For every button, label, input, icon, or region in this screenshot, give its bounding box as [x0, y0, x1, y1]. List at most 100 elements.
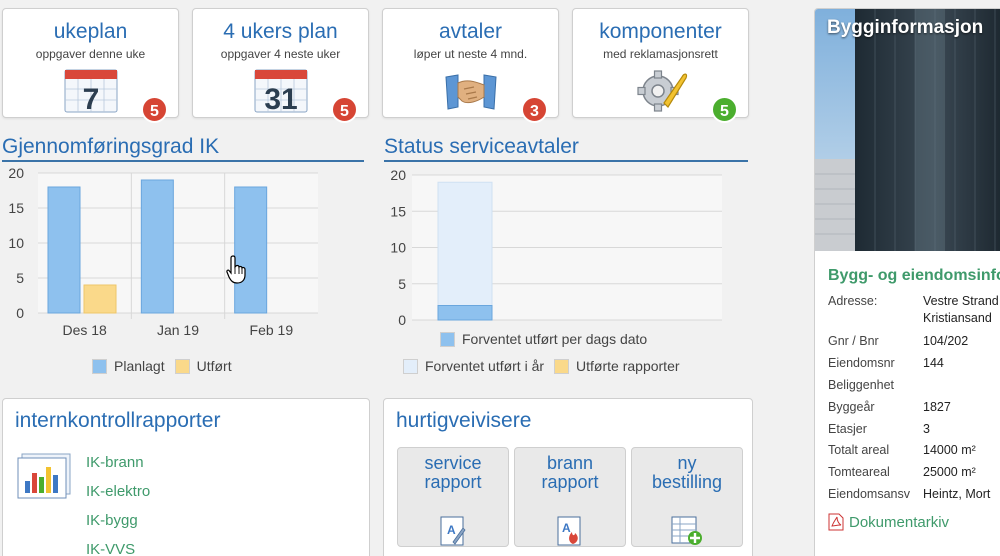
- y-tick-label: 5: [398, 276, 406, 292]
- shortcut-ny-bestilling[interactable]: ny bestilling: [631, 447, 743, 547]
- hand-cursor-icon: [226, 255, 246, 284]
- section-title-gjennomforing: Gjennomføringsgrad IK: [2, 134, 364, 162]
- calendar-day-text: 31: [264, 83, 297, 113]
- chart-status: 0 5 10 15 20: [390, 167, 722, 328]
- calendar-31-icon: 31: [254, 69, 307, 113]
- tile-title: avtaler: [438, 20, 503, 43]
- legend-swatch: [440, 331, 455, 347]
- info-value: 1827: [923, 400, 951, 414]
- info-key: Etasjer: [828, 422, 867, 436]
- legend-item-utforte-rapporter: Utførte rapporter: [554, 358, 680, 374]
- shortcut-line2: rapport: [541, 472, 599, 492]
- ik-panel-title: internkontrollrapporter: [15, 409, 221, 432]
- legend-item-forventet-dato: Forventet utført per dags dato: [440, 331, 647, 347]
- legend-item-planlagt: Planlagt: [92, 358, 165, 374]
- info-key: Totalt areal: [828, 443, 890, 457]
- building-panel: Bygginformasjon Bygg- og eiendomsinfo Ad…: [814, 8, 1000, 556]
- gear-wrench-icon: [636, 70, 687, 112]
- section-title-status: Status serviceavtaler: [384, 134, 748, 162]
- y-tick-label: 0: [16, 305, 24, 321]
- info-key: Gnr / Bnr: [828, 334, 879, 348]
- ik-link-vvs[interactable]: IK-VVS: [86, 541, 136, 556]
- y-tick-label: 10: [390, 240, 406, 256]
- bar-planlagt: [140, 179, 174, 314]
- info-key: Tomteareal: [828, 465, 890, 479]
- building-photo: [815, 9, 1000, 251]
- ik-link-bygg[interactable]: IK-bygg: [86, 512, 138, 529]
- info-key: Eiendomsnr: [828, 356, 895, 370]
- y-tick-label: 15: [390, 203, 406, 219]
- chart1-legend: Planlagt Utført: [92, 358, 242, 374]
- shortcut-brann-rapport[interactable]: brann rapport A: [514, 447, 626, 547]
- shortcut-line2: rapport: [424, 472, 482, 492]
- y-tick-label: 5: [16, 270, 24, 286]
- legend-label: Utførte rapporter: [576, 358, 680, 374]
- shortcut-label: ny bestilling: [632, 454, 742, 492]
- tile-title: ukeplan: [53, 20, 128, 43]
- info-value: 25000 m²: [923, 465, 976, 479]
- dokumentarkiv-link[interactable]: Dokumentarkiv: [828, 513, 949, 531]
- tile-badge: 3: [521, 96, 548, 123]
- y-tick-label: 0: [398, 312, 406, 328]
- tile-title: komponenter: [599, 20, 722, 43]
- tile-badge: 5: [331, 96, 358, 123]
- tile-ukeplan[interactable]: ukeplan oppgaver denne uke 7 5: [2, 8, 179, 123]
- building-panel-title: Bygginformasjon: [827, 17, 984, 38]
- y-tick-label: 20: [8, 165, 24, 181]
- bar-planlagt: [47, 186, 81, 314]
- legend-swatch: [554, 358, 570, 374]
- tile-badge: 5: [141, 96, 168, 123]
- tile-badge: 5: [711, 96, 738, 123]
- dokumentarkiv-label: Dokumentarkiv: [849, 513, 950, 531]
- calendar-day-text: 7: [82, 83, 99, 113]
- legend-item-utfort: Utført: [174, 358, 232, 374]
- tile-4-ukers-plan[interactable]: 4 ukers plan oppgaver 4 neste uker 31 5: [192, 8, 369, 123]
- legend-label: Forventet utført i år: [425, 358, 545, 374]
- shortcut-label: brann rapport: [515, 454, 625, 492]
- report-chart-icon: [17, 453, 71, 499]
- tile-komponenter[interactable]: komponenter med reklamasjonsrett 5: [572, 8, 749, 123]
- document-edit-icon: A: [440, 516, 466, 546]
- ik-link-elektro[interactable]: IK-elektro: [86, 483, 151, 500]
- info-value: Heintz, Mort: [923, 487, 991, 501]
- bar-series-0: [437, 305, 493, 321]
- ik-link-brann[interactable]: IK-brann: [86, 454, 144, 471]
- shortcuts-panel-title: hurtigveivisere: [396, 409, 532, 432]
- legend-swatch: [174, 358, 190, 374]
- tile-subtitle: oppgaver 4 neste uker: [220, 47, 341, 61]
- svg-text:A: A: [562, 521, 571, 535]
- document-fire-icon: A: [557, 516, 581, 546]
- y-tick-label: 10: [8, 235, 24, 251]
- info-value: 14000 m²: [923, 443, 976, 457]
- svg-text:A: A: [447, 523, 456, 537]
- info-key: Eiendomsansv: [828, 487, 910, 501]
- x-tick-label: Des 18: [62, 322, 107, 338]
- pdf-icon: [828, 513, 844, 531]
- legend-label: Planlagt: [114, 358, 165, 374]
- ik-panel: internkontrollrapporter IK-brann IK-elek…: [2, 398, 370, 556]
- shortcut-line2: bestilling: [651, 472, 723, 492]
- info-key: Beliggenhet: [828, 378, 895, 392]
- tile-subtitle: oppgaver denne uke: [35, 47, 146, 61]
- tile-avtaler[interactable]: avtaler løper ut neste 4 mnd. 3: [382, 8, 559, 123]
- tile-subtitle: løper ut neste 4 mnd.: [413, 47, 528, 61]
- info-value: 144: [923, 356, 944, 370]
- tile-title: 4 ukers plan: [223, 20, 338, 43]
- legend-item-forventet-aar: Forventet utført i år: [403, 358, 544, 374]
- shortcut-service-rapport[interactable]: service rapport A: [397, 447, 509, 547]
- chart-gjennomforing: 0 5 10 15 20 Des 18 Jan 19 Feb 19: [8, 165, 318, 338]
- calendar-7-icon: 7: [64, 69, 117, 113]
- legend-label: Forventet utført per dags dato: [462, 331, 648, 347]
- shortcut-line1: service: [424, 453, 482, 473]
- x-tick-label: Jan 19: [157, 322, 199, 338]
- tile-subtitle: med reklamasjonsrett: [603, 47, 718, 61]
- building-info-title: Bygg- og eiendomsinfo: [828, 267, 1000, 284]
- bar-planlagt: [234, 186, 268, 314]
- bar-series-1: [437, 181, 493, 321]
- legend-label: Utført: [196, 358, 232, 374]
- y-tick-label: 20: [390, 167, 406, 183]
- y-tick-label: 15: [8, 200, 24, 216]
- shortcuts-panel: hurtigveivisere service rapport A brann ra…: [383, 398, 753, 556]
- info-value: 3: [923, 422, 930, 436]
- info-key: Byggeår: [828, 400, 875, 414]
